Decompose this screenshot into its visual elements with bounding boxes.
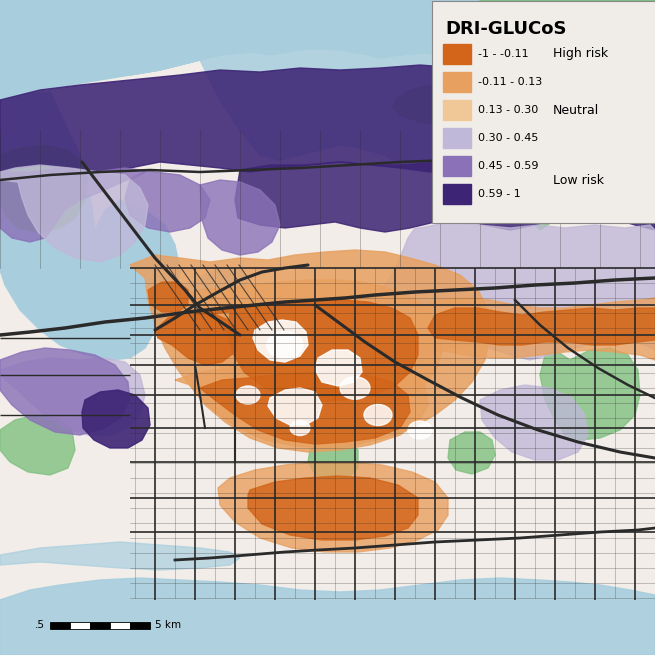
Bar [130, 622, 150, 629]
Text: DRI-GLUCoS: DRI-GLUCoS [445, 20, 567, 38]
Polygon shape [155, 268, 248, 330]
Polygon shape [0, 60, 655, 175]
Ellipse shape [364, 405, 392, 426]
Bar [50, 622, 70, 629]
Polygon shape [0, 200, 180, 360]
Polygon shape [218, 462, 448, 552]
Polygon shape [130, 250, 490, 448]
Bar [443, 128, 471, 148]
Polygon shape [315, 350, 362, 386]
Polygon shape [235, 160, 655, 232]
Polygon shape [200, 0, 655, 60]
Polygon shape [540, 348, 640, 440]
Text: .5: .5 [35, 620, 45, 631]
Bar [443, 100, 471, 120]
Polygon shape [428, 308, 655, 345]
FancyBboxPatch shape [432, 1, 655, 223]
Text: 0.30 - 0.45: 0.30 - 0.45 [478, 133, 538, 143]
Polygon shape [350, 222, 655, 360]
Polygon shape [0, 0, 655, 100]
Bar [443, 72, 471, 92]
Polygon shape [130, 48, 655, 170]
Polygon shape [0, 358, 145, 435]
Polygon shape [0, 348, 130, 435]
Text: 0.13 - 0.30: 0.13 - 0.30 [478, 105, 538, 115]
Polygon shape [393, 85, 478, 125]
Text: 0.45 - 0.59: 0.45 - 0.59 [478, 161, 538, 171]
Ellipse shape [267, 331, 303, 358]
Polygon shape [155, 312, 238, 365]
Polygon shape [308, 440, 358, 480]
Polygon shape [0, 145, 88, 232]
Text: Neutral: Neutral [553, 103, 599, 117]
Polygon shape [200, 372, 410, 444]
Bar [110, 622, 130, 629]
Bar [443, 184, 471, 204]
Text: -0.11 - 0.13: -0.11 - 0.13 [478, 77, 542, 87]
Polygon shape [0, 92, 95, 275]
Bar [443, 44, 471, 64]
Polygon shape [253, 320, 308, 362]
Polygon shape [0, 168, 210, 242]
Polygon shape [480, 385, 588, 460]
Polygon shape [0, 165, 148, 262]
Polygon shape [175, 362, 428, 452]
Polygon shape [82, 390, 150, 448]
Ellipse shape [290, 421, 310, 436]
Polygon shape [0, 415, 75, 475]
Text: High risk: High risk [553, 48, 608, 60]
Polygon shape [268, 388, 322, 425]
Bar [70, 622, 90, 629]
Polygon shape [200, 180, 280, 255]
Bar [90, 622, 110, 629]
Polygon shape [195, 300, 418, 402]
Polygon shape [480, 0, 655, 120]
Text: 0.59 - 1: 0.59 - 1 [478, 189, 521, 199]
Text: Low risk: Low risk [553, 174, 604, 187]
Polygon shape [165, 280, 442, 424]
Polygon shape [448, 432, 495, 474]
Polygon shape [525, 148, 655, 230]
Bar [443, 156, 471, 176]
Polygon shape [0, 542, 240, 570]
Ellipse shape [340, 377, 370, 400]
Polygon shape [0, 578, 655, 655]
Polygon shape [412, 298, 655, 360]
Text: -1 - -0.11: -1 - -0.11 [478, 49, 529, 59]
Polygon shape [148, 282, 188, 312]
Ellipse shape [408, 421, 432, 439]
Text: 5 km: 5 km [155, 620, 181, 631]
Polygon shape [248, 476, 418, 540]
Ellipse shape [236, 386, 260, 404]
